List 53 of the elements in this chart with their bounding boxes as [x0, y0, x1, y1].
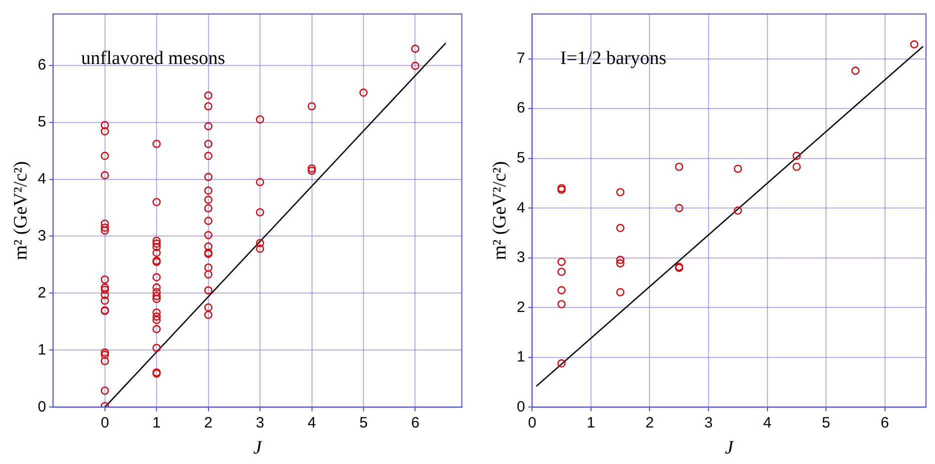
- point: [616, 188, 624, 196]
- point: [734, 206, 742, 215]
- x-tick-label: 1: [152, 414, 161, 432]
- x-tick-label: 3: [256, 414, 264, 432]
- x-tick-label: 6: [880, 414, 890, 432]
- point: [616, 224, 624, 232]
- y-tick-label: 4: [516, 199, 526, 216]
- point: [792, 162, 801, 171]
- x-axis-title: J: [724, 438, 735, 459]
- y-tick-label: 6: [38, 56, 46, 74]
- y-tick-label: 1: [516, 348, 526, 366]
- point: [557, 300, 566, 308]
- x-tick-label: 6: [411, 414, 420, 432]
- y-tick-label: 5: [38, 113, 46, 130]
- y-tick-label: 2: [38, 284, 46, 302]
- y-axis-title: m² (GeV²/c²): [10, 161, 32, 260]
- y-tick-label: 0: [516, 398, 526, 416]
- point: [557, 286, 566, 294]
- x-tick-label: 2: [646, 414, 654, 432]
- point: [851, 66, 860, 75]
- x-tick-label: 1: [586, 414, 596, 432]
- y-tick-label: 3: [516, 249, 526, 266]
- point: [675, 162, 684, 171]
- point: [557, 359, 566, 368]
- point: [910, 40, 918, 48]
- point: [616, 256, 624, 264]
- point: [616, 259, 624, 268]
- x-axis-title: J: [253, 438, 264, 459]
- point: [792, 152, 801, 160]
- point: [557, 268, 566, 276]
- point: [616, 288, 624, 296]
- x-tick-label: 3: [704, 414, 713, 432]
- point: [675, 204, 684, 212]
- point: [734, 164, 742, 173]
- y-tick-label: 7: [516, 50, 526, 67]
- y-tick-label: 5: [516, 149, 526, 166]
- point: [557, 258, 566, 266]
- x-tick-label: 4: [763, 414, 772, 432]
- x-tick-label: 0: [100, 414, 110, 432]
- y-tick-label: 4: [38, 170, 46, 188]
- y-tick-label: 0: [38, 398, 46, 416]
- x-tick-label: 5: [359, 414, 368, 432]
- x-tick-label: 5: [822, 414, 830, 432]
- y-tick-label: 1: [38, 341, 46, 358]
- x-tick-label: 4: [308, 414, 316, 432]
- annotation: I=1/2 baryons: [560, 48, 666, 69]
- x-tick-label: 0: [528, 414, 536, 432]
- x-tick-label: 2: [204, 414, 212, 432]
- annotation: unflavored mesons: [81, 48, 226, 69]
- y-tick-label: 6: [516, 100, 526, 117]
- y-axis-title: m² (GeV²/c²): [489, 161, 510, 260]
- y-tick-label: 3: [38, 227, 46, 244]
- y-tick-label: 2: [516, 298, 526, 316]
